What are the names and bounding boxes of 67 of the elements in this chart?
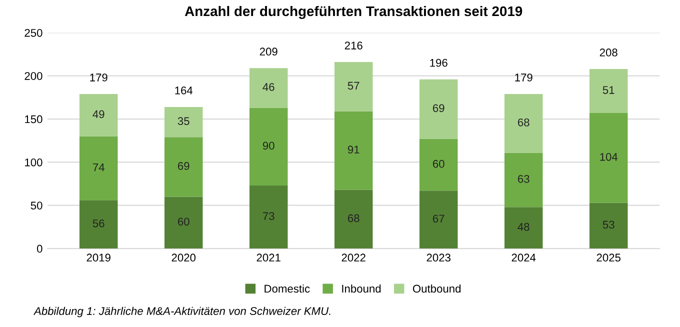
- data-label: 104: [600, 152, 618, 161]
- legend-label: Domestic: [264, 284, 310, 293]
- bar: [249, 108, 288, 186]
- data-label: 57: [348, 82, 360, 90]
- text: Abbildung 1: Jährliche M&A-Aktivitäten von Schweizer KMU.: [33, 306, 330, 318]
- data-label: 67: [432, 214, 444, 223]
- bar: [504, 94, 543, 153]
- data-label: 56: [92, 219, 104, 228]
- bar: [249, 186, 288, 249]
- x-tick-label: 2019: [86, 254, 110, 262]
- data-label: 73: [262, 212, 274, 220]
- bar: [504, 152, 543, 208]
- bar: [79, 200, 118, 249]
- bar: [79, 136, 118, 200]
- data-label: 60: [178, 218, 190, 226]
- data-label: 69: [432, 104, 444, 112]
- bar: [79, 94, 118, 136]
- bar: [419, 138, 458, 191]
- x-tick-label: 2020: [172, 254, 196, 262]
- total-label: 208: [600, 48, 618, 56]
- total-label: 216: [344, 42, 362, 50]
- data-label: 68: [348, 214, 360, 222]
- bar: [164, 106, 203, 138]
- data-label: 49: [92, 110, 104, 118]
- x-tick-label: 2021: [256, 254, 280, 262]
- bar: [164, 137, 203, 197]
- y-tick-label: 50: [30, 202, 42, 210]
- bar: [589, 112, 628, 203]
- total-label: 179: [515, 74, 532, 82]
- data-label: 69: [178, 162, 190, 170]
- data-label: 68: [518, 118, 530, 126]
- legend-label: Inbound: [342, 284, 381, 293]
- bar: [249, 68, 288, 108]
- x-tick-label: 2024: [512, 254, 536, 262]
- total-label: 209: [260, 48, 278, 56]
- data-label: 35: [178, 117, 190, 126]
- data-label: 74: [92, 163, 104, 172]
- x-tick-label: 2025: [596, 254, 620, 262]
- x-tick-label: 2023: [426, 254, 450, 262]
- total-label: 196: [430, 58, 448, 67]
- total-label: 164: [175, 86, 193, 94]
- y-tick-label: 200: [24, 72, 42, 80]
- y-tick-label: 250: [24, 28, 42, 37]
- bar: [334, 111, 373, 190]
- data-label: 63: [518, 175, 530, 183]
- data-label: 51: [602, 86, 614, 94]
- y-tick-label: 100: [25, 158, 42, 166]
- data-label: 53: [602, 220, 614, 229]
- total-label: 179: [90, 74, 108, 82]
- data-label: 48: [518, 222, 530, 231]
- data-label: 60: [432, 160, 444, 168]
- data-label: 46: [262, 83, 274, 91]
- bar: [589, 68, 628, 113]
- chart-title: Anzahl der durchgeführten Transaktionen seit 2019: [184, 6, 522, 19]
- y-tick-label: 150: [25, 115, 42, 124]
- legend-label: Outbound: [412, 284, 461, 293]
- bar: [419, 79, 458, 139]
- bar: [589, 202, 628, 249]
- bar: [419, 190, 458, 249]
- bar: [164, 196, 203, 249]
- data-label: 91: [348, 146, 360, 154]
- bar: [504, 207, 543, 249]
- x-tick-label: 2022: [342, 254, 366, 262]
- bar: [334, 190, 373, 249]
- y-tick-label: 0: [36, 244, 42, 253]
- bar: [334, 62, 373, 112]
- data-label: 90: [262, 142, 274, 150]
